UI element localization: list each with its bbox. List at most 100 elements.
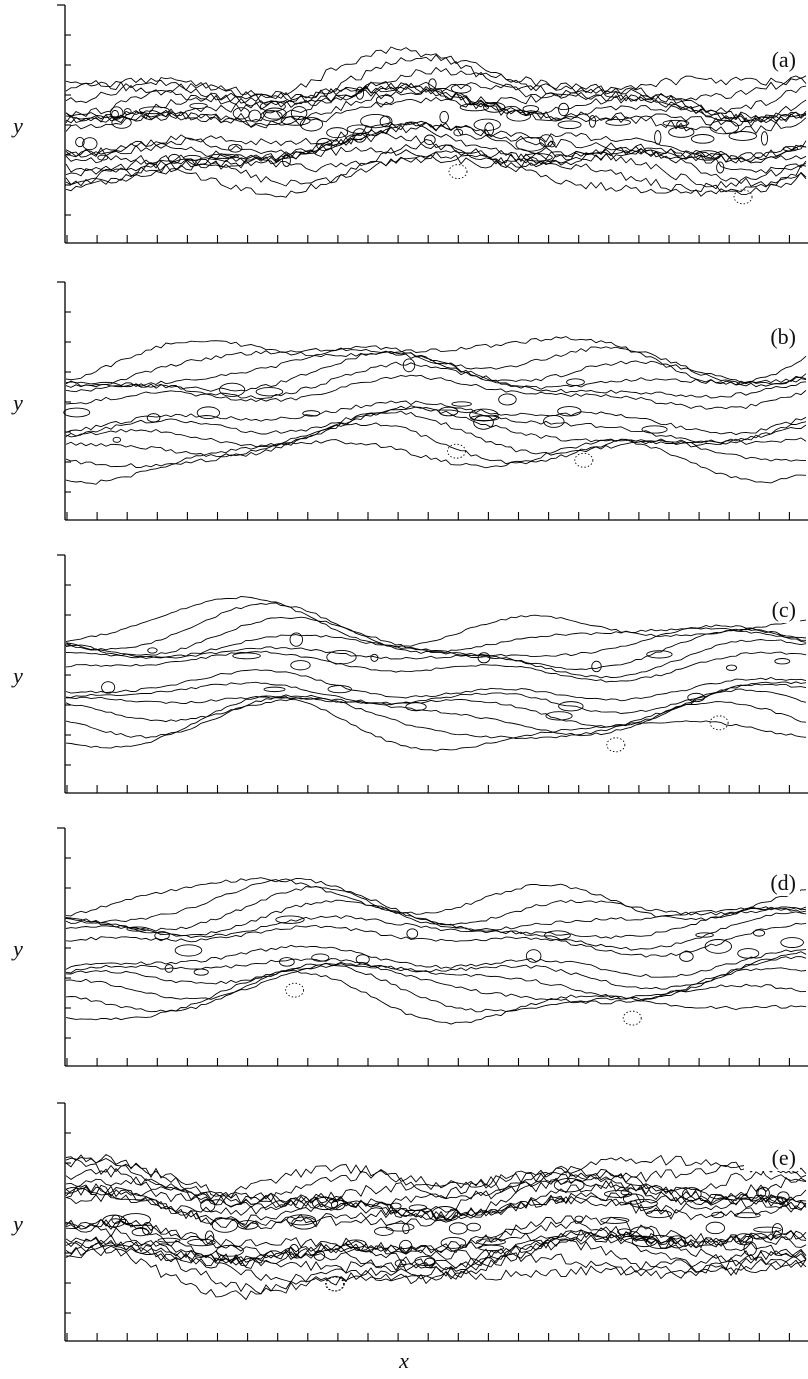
contour-loop <box>428 78 437 90</box>
panel-label: (a) <box>772 47 796 72</box>
negative-contour <box>448 164 468 180</box>
contour-loop <box>399 1239 413 1254</box>
y-label: y <box>11 936 23 961</box>
contour <box>65 422 806 468</box>
contour-loop <box>123 108 132 115</box>
contour-loop <box>288 1243 300 1259</box>
contour-loop <box>506 109 532 122</box>
contour <box>65 596 807 648</box>
contour <box>65 878 807 926</box>
contour-loop <box>522 105 540 113</box>
contour <box>65 1234 807 1295</box>
contour <box>65 1184 807 1228</box>
contour-loop <box>682 1187 702 1201</box>
panel-label: (d) <box>770 870 796 895</box>
contour <box>65 681 807 714</box>
contour-loop <box>515 137 546 152</box>
contour <box>65 406 807 448</box>
contour <box>65 124 807 169</box>
contour-loop <box>780 937 804 948</box>
contour-loop <box>385 1222 415 1232</box>
contour-loop <box>631 1235 658 1248</box>
contour-loop <box>280 115 311 126</box>
contour <box>65 1218 807 1264</box>
contour-loop <box>483 102 506 113</box>
contour <box>65 639 807 679</box>
contour-loop <box>743 1241 757 1256</box>
contour-loop <box>423 134 436 146</box>
contour <box>65 956 807 1001</box>
contour-loop <box>645 1209 673 1219</box>
contour-loop <box>126 926 149 932</box>
contour-loop <box>394 1259 407 1268</box>
contour-loop <box>142 1222 153 1236</box>
contour-loop <box>558 701 584 712</box>
contour-loop <box>375 94 394 105</box>
contour-loop <box>146 413 161 423</box>
contour-loop <box>737 948 760 959</box>
contour-loop <box>668 126 695 138</box>
label-bg <box>744 868 800 896</box>
contour-loop <box>168 153 181 164</box>
contour-loop <box>543 414 565 428</box>
contour <box>65 85 807 124</box>
contour-loop <box>776 1191 790 1203</box>
contour-loop <box>574 1215 584 1223</box>
contour-loop <box>711 1211 725 1219</box>
contour-loop <box>154 931 170 941</box>
contour <box>65 120 807 165</box>
contour-loop <box>109 106 124 120</box>
contour-loop <box>600 1217 630 1224</box>
y-label: y <box>11 1211 23 1236</box>
contour-loop <box>757 1186 770 1200</box>
label-bg <box>744 322 800 350</box>
contour-loop <box>544 930 571 941</box>
contour-loop <box>187 1238 216 1247</box>
contour <box>65 405 807 444</box>
contour <box>65 1227 807 1281</box>
contour-loop <box>326 127 349 139</box>
contour-loop <box>302 410 321 417</box>
contour <box>65 951 807 990</box>
contour-loop <box>326 649 357 665</box>
contour-loop <box>620 1189 630 1196</box>
contour <box>65 132 807 176</box>
negative-contour <box>733 189 753 205</box>
contour-loop <box>716 161 725 174</box>
contour-loop <box>734 1212 761 1219</box>
contour-loop <box>547 141 556 148</box>
contour-loop <box>478 1244 505 1252</box>
contour-loop <box>259 100 286 112</box>
y-label: y <box>11 390 23 415</box>
panel-label: (c) <box>772 597 796 622</box>
contour-loop <box>782 146 799 152</box>
contour-loop <box>588 115 597 128</box>
contour-loop <box>629 1198 658 1209</box>
contour <box>65 82 807 122</box>
contour-loop <box>566 378 585 386</box>
contour-loop <box>189 102 208 109</box>
contour-loop <box>617 1228 632 1236</box>
contour <box>65 1218 807 1257</box>
contour-loop <box>431 1206 459 1221</box>
contour-loop <box>355 86 365 100</box>
contour-loop <box>360 113 391 129</box>
label-bg <box>744 1143 800 1171</box>
contour-loop <box>157 1237 181 1243</box>
contour <box>65 346 807 388</box>
contour-loop <box>101 681 116 694</box>
contour-loop <box>414 1255 436 1266</box>
contour-loop <box>424 1257 436 1266</box>
contour-loop <box>263 107 287 120</box>
contour <box>65 361 807 400</box>
contour-loop <box>728 131 757 141</box>
contour-loop <box>174 944 203 957</box>
contour <box>65 602 807 654</box>
contour-loop <box>705 1221 726 1235</box>
contour-loop <box>82 137 98 151</box>
contour-loop <box>290 106 308 120</box>
contour <box>65 400 807 436</box>
contour-loop <box>313 1250 326 1261</box>
contour-loop <box>734 1233 754 1246</box>
contour-loop <box>641 425 668 434</box>
